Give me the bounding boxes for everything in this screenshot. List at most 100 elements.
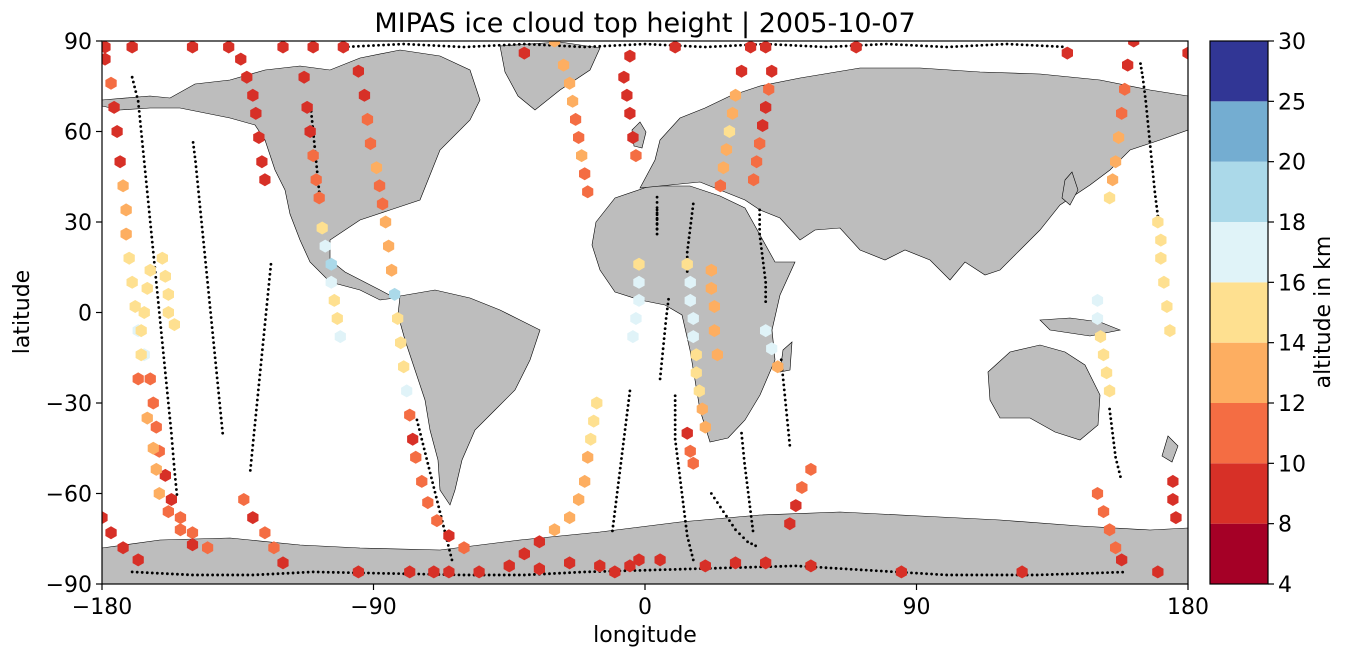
cloud-point [711, 348, 723, 362]
no-cloud-point [774, 565, 778, 568]
no-cloud-point [216, 573, 220, 577]
no-cloud-point [256, 573, 260, 577]
no-cloud-point [1050, 44, 1054, 48]
cloud-point [135, 348, 147, 362]
no-cloud-point [158, 321, 162, 324]
no-cloud-point [1119, 475, 1122, 479]
no-cloud-point [267, 282, 271, 286]
cloud-point [684, 293, 696, 307]
no-cloud-point [995, 43, 999, 46]
no-cloud-point [786, 423, 790, 427]
no-cloud-point [150, 571, 154, 575]
cloud-point [624, 106, 636, 120]
no-cloud-point [433, 490, 437, 494]
no-cloud-point [415, 418, 419, 422]
no-cloud-point [712, 496, 716, 500]
cloud-point [1152, 565, 1164, 579]
cloud-point [156, 251, 168, 265]
cloud-point [796, 481, 808, 494]
no-cloud-point [659, 372, 662, 376]
no-cloud-point [148, 220, 152, 224]
no-cloud-point [260, 353, 264, 357]
no-cloud-point [341, 571, 345, 574]
y-tick-label: 30 [64, 211, 92, 236]
x-tick-label: −90 [350, 595, 396, 620]
no-cloud-point [785, 413, 789, 417]
no-cloud-point [960, 44, 964, 48]
no-cloud-point [691, 558, 695, 562]
no-cloud-point [159, 331, 163, 335]
no-cloud-point [789, 564, 793, 568]
colorbar-tick-label: 25 [1278, 90, 1306, 115]
no-cloud-point [687, 236, 691, 240]
no-cloud-point [760, 247, 763, 250]
no-cloud-point [176, 572, 179, 576]
colorbar-tick-label: 4 [1278, 573, 1292, 598]
no-cloud-point [787, 438, 791, 442]
no-cloud-point [172, 462, 176, 466]
no-cloud-point [157, 306, 161, 309]
no-cloud-point [211, 573, 215, 577]
cloud-point [1094, 330, 1107, 344]
no-cloud-point [687, 241, 690, 244]
no-cloud-point [1143, 90, 1146, 94]
no-cloud-point [447, 44, 451, 48]
no-cloud-point [419, 432, 422, 436]
no-cloud-point [522, 573, 526, 577]
no-cloud-point [627, 394, 631, 398]
no-cloud-point [160, 336, 164, 340]
no-cloud-point [261, 343, 265, 347]
no-cloud-point [336, 571, 340, 574]
no-cloud-point [197, 195, 201, 199]
no-cloud-point [152, 260, 156, 264]
no-cloud-point [203, 255, 207, 259]
colorbar-label: altitude in km [1311, 236, 1336, 389]
cloud-point [684, 444, 696, 458]
no-cloud-point [739, 43, 742, 47]
no-cloud-point [608, 44, 612, 48]
no-cloud-point [688, 44, 692, 48]
no-cloud-point [136, 99, 140, 103]
no-cloud-point [467, 573, 471, 577]
no-cloud-point [920, 44, 923, 48]
no-cloud-point [1005, 42, 1009, 46]
cloud-point [114, 155, 126, 169]
cloud-point [120, 227, 132, 241]
no-cloud-point [259, 363, 263, 367]
no-cloud-point [839, 44, 843, 48]
no-cloud-point [655, 211, 659, 215]
no-cloud-point [1143, 95, 1147, 98]
no-cloud-point [154, 280, 158, 284]
no-cloud-point [819, 566, 823, 569]
no-cloud-point [667, 297, 670, 301]
no-cloud-point [158, 316, 162, 319]
no-cloud-point [784, 403, 788, 407]
no-cloud-point [603, 569, 607, 573]
no-cloud-point [691, 202, 695, 206]
cloud-markers [102, 41, 1188, 579]
no-cloud-point [140, 571, 144, 574]
no-cloud-point [194, 165, 198, 169]
cloud-point [108, 100, 120, 114]
no-cloud-point [655, 232, 659, 236]
no-cloud-point [210, 321, 214, 324]
no-cloud-point [191, 573, 194, 577]
no-cloud-point [269, 267, 272, 271]
y-tick-label: 0 [78, 302, 92, 327]
no-cloud-point [628, 389, 632, 393]
no-cloud-point [420, 437, 424, 441]
cloud-point [763, 82, 775, 96]
cloud-point [352, 64, 364, 78]
no-cloud-point [139, 130, 143, 133]
no-cloud-point [138, 120, 142, 123]
no-cloud-point [658, 43, 662, 47]
no-cloud-point [677, 466, 681, 470]
no-cloud-point [252, 428, 256, 432]
chart-title: MIPAS ice cloud top height | 2005-10-07 [374, 8, 915, 39]
cloud-point [277, 41, 289, 54]
no-cloud-point [200, 225, 204, 229]
no-cloud-point [754, 565, 758, 569]
no-cloud-point [448, 548, 451, 552]
no-cloud-point [432, 486, 436, 489]
no-cloud-point [257, 383, 261, 387]
